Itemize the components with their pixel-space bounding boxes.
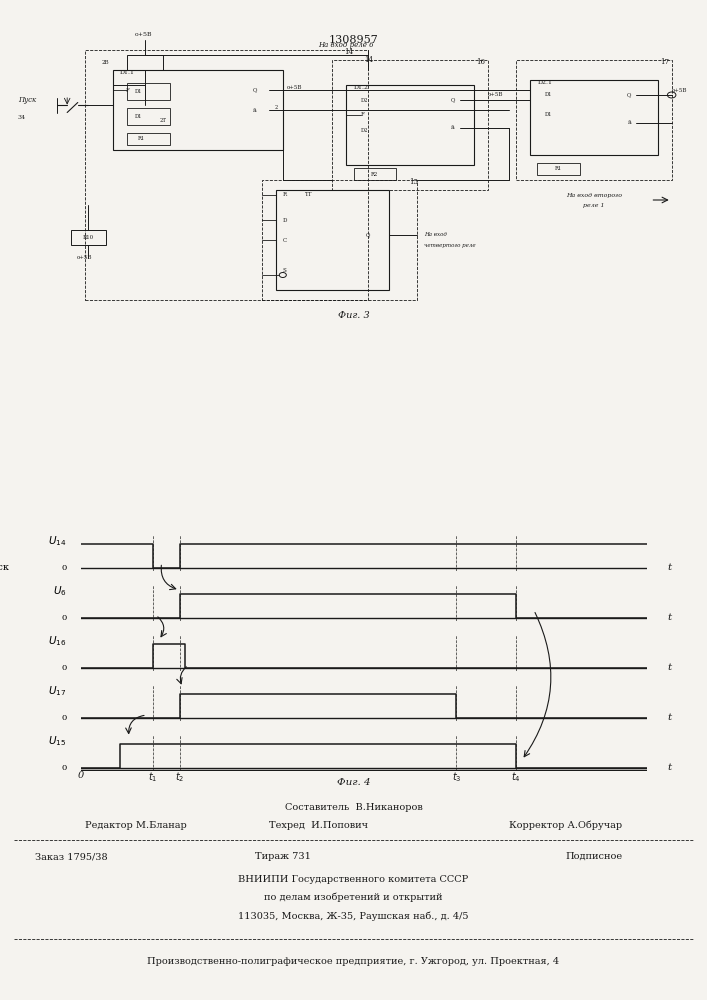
Text: $U_{17}$: $U_{17}$ [48, 684, 66, 698]
Bar [354, 167, 396, 180]
Text: $t_4$: $t_4$ [511, 771, 521, 784]
Text: Техред  И.Попович: Техред И.Попович [269, 821, 368, 830]
Text: D1: D1 [544, 93, 552, 98]
Text: D1: D1 [134, 89, 142, 94]
Text: Q: Q [627, 93, 631, 98]
Text: $t_2$: $t_2$ [175, 771, 185, 784]
Text: S: S [283, 267, 286, 272]
Text: $U_{14}$: $U_{14}$ [48, 534, 66, 548]
Text: t: t [667, 613, 672, 622]
Text: $U_{15}$: $U_{15}$ [48, 734, 66, 748]
Text: Корректор А.Обручар: Корректор А.Обручар [509, 821, 622, 830]
Text: о+5В: о+5В [77, 255, 93, 260]
Text: Подписное: Подписное [565, 852, 622, 861]
Text: 2: 2 [274, 105, 277, 110]
Text: Фиг. 3: Фиг. 3 [338, 310, 369, 320]
Bar [346, 85, 474, 165]
Text: 17: 17 [660, 58, 669, 66]
Text: Пуск: Пуск [0, 563, 10, 572]
Bar [71, 230, 106, 245]
Text: Фиг. 4: Фиг. 4 [337, 778, 370, 787]
Text: F: F [125, 88, 129, 93]
Text: Q: Q [450, 98, 455, 103]
Text: Q: Q [252, 88, 257, 93]
Text: Q: Q [366, 232, 370, 237]
Text: R1: R1 [555, 166, 562, 172]
Text: ВНИИПИ Государственного комитета СССР: ВНИИПИ Государственного комитета СССР [238, 875, 469, 884]
Text: 0: 0 [62, 564, 66, 572]
Text: D1: D1 [544, 112, 552, 117]
Text: Составитель  В.Никаноров: Составитель В.Никаноров [285, 803, 422, 812]
Text: четвертого реле: четвертого реле [424, 242, 476, 247]
Text: t: t [667, 563, 672, 572]
Text: реле 1: реле 1 [583, 202, 604, 208]
Text: 0: 0 [62, 664, 66, 672]
Text: Производственно-полиграфическое предприятие, г. Ужгород, ул. Проектная, 4: Производственно-полиграфическое предприя… [148, 957, 559, 966]
Bar [516, 60, 672, 180]
Text: 0: 0 [78, 771, 84, 780]
Bar [85, 50, 368, 300]
Text: 2В: 2В [102, 60, 110, 65]
Text: 113035, Москва, Ж-35, Раушская наб., д. 4/5: 113035, Москва, Ж-35, Раушская наб., д. … [238, 911, 469, 921]
Text: D2.1: D2.1 [537, 80, 552, 85]
Text: t: t [667, 763, 672, 772]
Text: Тираж 731: Тираж 731 [255, 852, 311, 861]
Text: о+5В: о+5В [134, 32, 152, 37]
Text: F: F [361, 112, 364, 117]
Text: 14: 14 [344, 48, 354, 56]
Text: о+5В: о+5В [488, 93, 503, 98]
Text: 0: 0 [62, 614, 66, 622]
Text: На вход второго: На вход второго [566, 192, 622, 198]
Bar [262, 180, 417, 300]
Text: $U_{16}$: $U_{16}$ [48, 634, 66, 648]
Text: D: D [283, 218, 287, 223]
Text: R: R [283, 192, 287, 198]
Text: по делам изобретений и открытий: по делам изобретений и открытий [264, 893, 443, 902]
Text: 14: 14 [364, 56, 373, 64]
Text: R10: R10 [83, 235, 94, 240]
Text: На вход реле 6: На вход реле 6 [318, 41, 374, 49]
Text: о+5В: о+5В [286, 85, 302, 90]
Text: t: t [667, 713, 672, 722]
Text: C: C [283, 237, 287, 242]
Bar [276, 190, 389, 290]
Bar [127, 55, 163, 70]
Bar [127, 107, 170, 125]
Text: t: t [667, 663, 672, 672]
Text: На вход: На вход [424, 232, 447, 237]
Text: $t_1$: $t_1$ [148, 771, 158, 784]
Text: 0: 0 [62, 714, 66, 722]
Text: D2: D2 [361, 98, 368, 103]
Text: 1308957: 1308957 [329, 35, 378, 45]
Bar [530, 80, 658, 155]
Text: Пуск: Пуск [18, 96, 36, 104]
Text: ā: ā [450, 125, 455, 130]
Text: TT: TT [304, 192, 311, 198]
Text: $t_3$: $t_3$ [452, 771, 461, 784]
Text: Заказ 1795/38: Заказ 1795/38 [35, 852, 108, 861]
Text: D1.2: D1.2 [354, 85, 368, 90]
Text: 16: 16 [477, 58, 485, 66]
Bar [332, 60, 488, 190]
Text: ā: ā [627, 120, 631, 125]
Text: о+5В: о+5В [672, 88, 687, 93]
Bar [537, 162, 580, 175]
Text: 2Т: 2Т [159, 117, 166, 122]
Text: ā: ā [252, 107, 257, 112]
Text: R2: R2 [371, 172, 378, 176]
Text: D1.1: D1.1 [120, 70, 135, 75]
Text: 34: 34 [18, 115, 25, 120]
Bar [113, 70, 283, 150]
Text: D1: D1 [134, 114, 142, 119]
Text: D2: D2 [361, 127, 368, 132]
Text: 15: 15 [409, 178, 418, 186]
Bar [127, 83, 170, 100]
Text: Редактор М.Бланар: Редактор М.Бланар [85, 821, 187, 830]
Text: $U_{6}$: $U_{6}$ [53, 584, 66, 598]
Text: 0: 0 [62, 764, 66, 772]
Bar [127, 132, 170, 145]
Text: R1: R1 [138, 136, 145, 141]
